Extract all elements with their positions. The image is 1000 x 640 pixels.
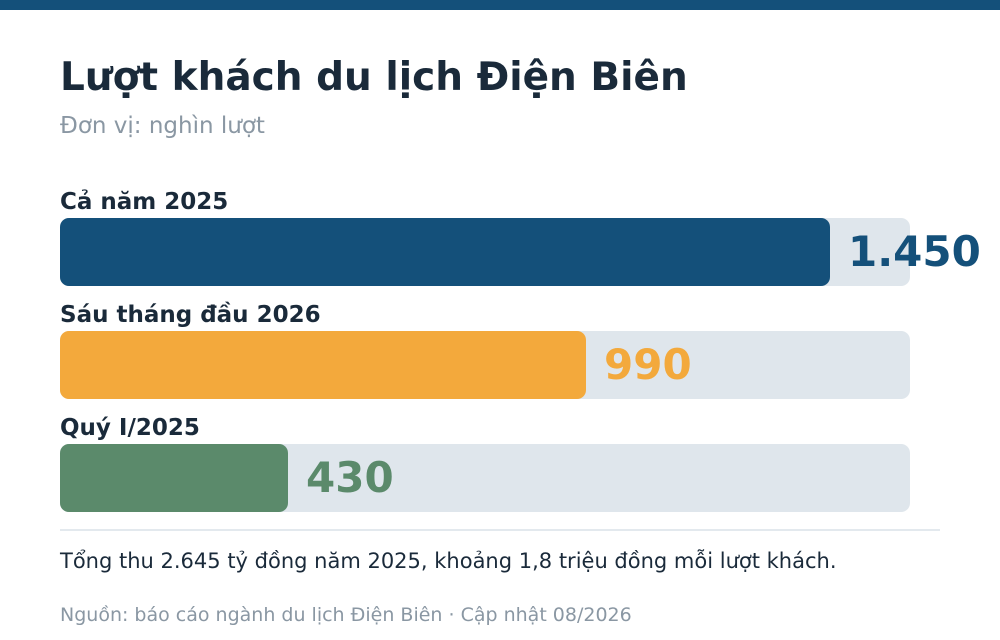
bar-label: Quý I/2025 bbox=[60, 415, 200, 441]
bar-value-label: 990 bbox=[604, 340, 692, 389]
bar-label: Cả năm 2025 bbox=[60, 189, 229, 215]
bar bbox=[60, 444, 288, 512]
bar bbox=[60, 218, 830, 286]
top-accent-bar bbox=[0, 0, 1000, 10]
bar-value-label: 430 bbox=[306, 453, 394, 502]
footnote: Tổng thu 2.645 tỷ đồng năm 2025, khoảng … bbox=[60, 549, 837, 573]
source-note: Nguồn: báo cáo ngành du lịch Điện Biên ·… bbox=[60, 604, 632, 626]
chart-subtitle: Đơn vị: nghìn lượt bbox=[60, 113, 265, 139]
bar bbox=[60, 331, 586, 399]
bar-track: 430 bbox=[60, 444, 910, 512]
divider bbox=[60, 529, 940, 531]
bar-track: 990 bbox=[60, 331, 910, 399]
bar-label: Sáu tháng đầu 2026 bbox=[60, 302, 321, 328]
bar-track: 1.450 bbox=[60, 218, 981, 286]
bar-value-label: 1.450 bbox=[848, 227, 981, 276]
chart-title: Lượt khách du lịch Điện Biên bbox=[60, 55, 688, 100]
